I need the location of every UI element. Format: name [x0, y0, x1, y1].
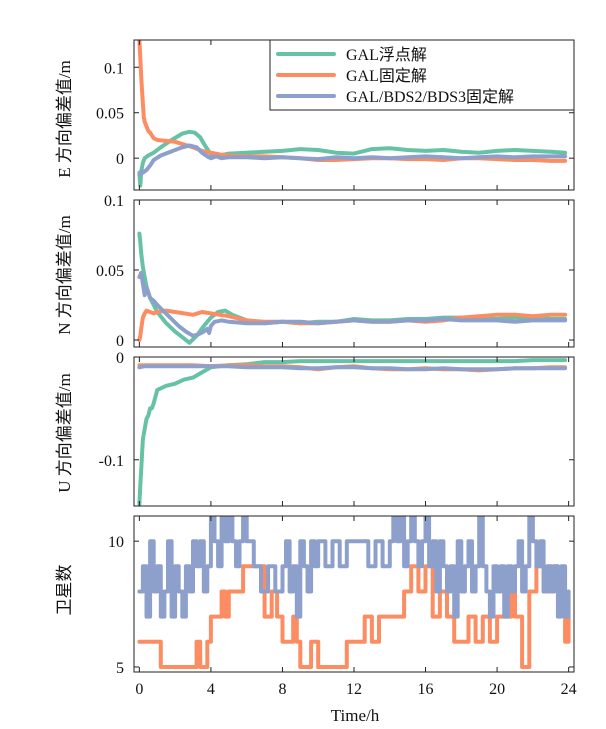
panel-4-y-axis-title: 卫星数 [55, 565, 74, 616]
panel-3-y-tick-label: 0 [116, 350, 124, 367]
x-tick-label: 4 [207, 681, 215, 698]
panel-2-y-tick-label: 0.05 [96, 263, 124, 280]
panel-1-series [137, 40, 568, 188]
panel-2-series-fixed-multi [137, 270, 568, 338]
panel-2-y-axis-title: N 方向偏差值/m [55, 215, 74, 334]
x-tick-label: 12 [346, 681, 362, 698]
panel-1-series-fixed-multi [137, 143, 568, 177]
panel-1-y-tick-label: 0.05 [96, 106, 124, 123]
panel-2-series [137, 231, 568, 345]
legend-label: GAL浮点解 [346, 46, 427, 64]
panel-1-y-tick-label: 0 [116, 151, 124, 168]
panel-2-frame [133, 199, 575, 348]
panel-2-series-fixed-gal [137, 308, 568, 342]
x-tick-label: 0 [135, 681, 143, 698]
x-tick-label: 8 [278, 681, 286, 698]
panel-4-series-fixed-gal [137, 564, 571, 669]
panel-4-series-fixed-multi [137, 516, 571, 619]
x-tick-label: 20 [489, 681, 505, 698]
panel-1-y-axis-title: E 方向偏差值/m [55, 60, 74, 178]
x-axis-title: Time/h [331, 706, 380, 725]
panel-3-y-tick-label: -0.1 [99, 453, 124, 470]
x-tick-label: 16 [418, 681, 434, 698]
panel-2-y-tick-label: 0 [116, 333, 124, 350]
panel-3-frame [133, 356, 575, 507]
panel-3-series [137, 358, 568, 506]
legend: GAL浮点解 GAL固定解 GAL/BDS2/BDS3固定解 [269, 39, 575, 111]
panel-1-y-tick-label: 0.1 [104, 60, 124, 77]
panel-4-y-tick-label: 10 [108, 534, 124, 551]
axes-layer: 0 0.05 0.1 E 方向偏差值/m 0 0.05 0.1 N 方向偏差值/m 0 -0.1 U… [55, 39, 577, 698]
panel-3-series-fixed-multi [137, 364, 568, 372]
plot-layer [137, 40, 571, 669]
x-tick-label: 24 [561, 681, 577, 698]
panel-1-series-float [137, 129, 568, 188]
panel-3-series-float [137, 358, 568, 506]
panel-2-series-float [137, 231, 568, 345]
legend-label: GAL固定解 [346, 67, 427, 85]
panel-4-series [137, 516, 571, 669]
legend-label: GAL/BDS2/BDS3固定解 [346, 88, 514, 106]
panel-4-y-tick-label: 5 [116, 660, 124, 677]
panel-3-y-axis-title: U 方向偏差值/m [55, 373, 74, 492]
panel-2-y-tick-label: 0.1 [104, 193, 124, 210]
